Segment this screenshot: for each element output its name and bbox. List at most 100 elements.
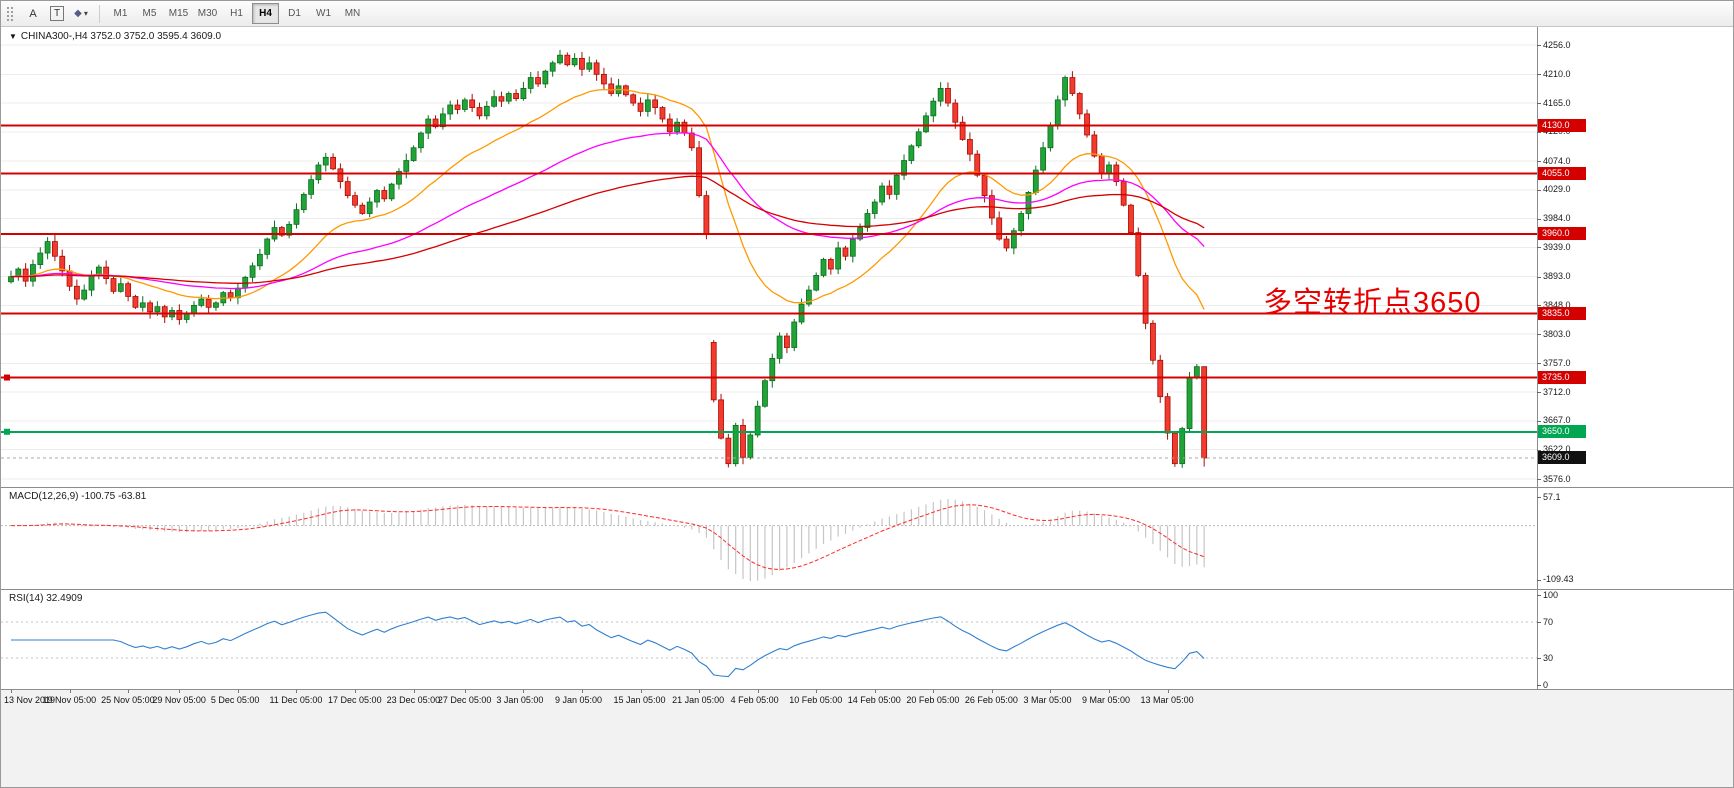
scale-tick-label: 100 bbox=[1543, 589, 1559, 600]
rsi-panel[interactable]: RSI(14) 32.4909 bbox=[1, 589, 1537, 689]
time-tick-label: 23 Dec 05:00 bbox=[386, 695, 441, 705]
time-tick-label: 21 Jan 05:00 bbox=[672, 695, 725, 705]
timeframe-button-m1[interactable]: M1 bbox=[113, 8, 128, 19]
textbox-tool-icon: T bbox=[49, 6, 65, 21]
scale-tick-mark bbox=[1537, 622, 1541, 623]
scale-tick-mark bbox=[1537, 579, 1541, 581]
scale-tick-label: 30 bbox=[1543, 652, 1554, 663]
time-tick-label: 9 Mar 05:00 bbox=[1082, 695, 1131, 705]
macd-panel[interactable]: MACD(12,26,9) -100.75 -63.81 bbox=[1, 487, 1537, 589]
scale-tick-mark bbox=[1537, 420, 1541, 422]
scale-tick-label: 3803.0 bbox=[1543, 328, 1571, 339]
time-tick-label: 29 Nov 05:00 bbox=[152, 695, 206, 705]
scale-tick-label: 4165.0 bbox=[1543, 97, 1571, 108]
time-scale[interactable]: 13 Nov 2019 19 Nov 05:00 25 Nov 05:00 29 No… bbox=[1, 689, 1733, 787]
timeframe-button-w1[interactable]: W1 bbox=[316, 8, 331, 19]
time-tick-label: 14 Feb 05:00 bbox=[847, 695, 901, 705]
price-badge: 3960.0 bbox=[1538, 227, 1586, 241]
price-badge: 3609.0 bbox=[1538, 451, 1586, 465]
scale-tick-label: 3576.0 bbox=[1543, 473, 1571, 484]
scale-tick-label: 57.1 bbox=[1543, 491, 1561, 502]
text-tool-icon: A bbox=[29, 7, 37, 20]
time-tick-mark bbox=[757, 689, 759, 693]
time-tick-label: 11 Dec 05:00 bbox=[269, 695, 323, 705]
panel-divider[interactable] bbox=[1, 589, 1733, 590]
time-tick-mark bbox=[699, 689, 701, 693]
toolbar-grip-icon[interactable] bbox=[6, 5, 15, 22]
timeframe-button-mn[interactable]: MN bbox=[344, 8, 361, 19]
candlestick-chart bbox=[1, 44, 1537, 480]
shapes-dropdown-button[interactable]: ◆ ▾ bbox=[70, 3, 92, 25]
levels-layer bbox=[1, 124, 1537, 435]
time-tick-mark bbox=[355, 689, 357, 693]
scale-tick-mark bbox=[1537, 363, 1541, 365]
candles-layer bbox=[8, 49, 1208, 468]
macd-signal-line bbox=[11, 504, 1205, 570]
time-tick-mark bbox=[933, 689, 935, 693]
time-tick-mark bbox=[237, 689, 239, 693]
panel-divider bbox=[1, 689, 1733, 690]
timeframe-button-m5[interactable]: M5 bbox=[142, 8, 157, 19]
time-tick-label: 15 Jan 05:00 bbox=[613, 695, 666, 705]
scale-tick-label: 70 bbox=[1543, 616, 1554, 627]
annotate-textbox-button[interactable]: T bbox=[46, 3, 68, 25]
symbol-ohlc-text: CHINA300-,H4 3752.0 3752.0 3595.4 3609.0 bbox=[20, 31, 222, 42]
time-tick-label: 27 Dec 05:00 bbox=[437, 695, 492, 705]
annotate-text-button[interactable]: A bbox=[22, 3, 44, 25]
time-tick-label: 20 Feb 05:00 bbox=[906, 695, 960, 705]
time-tick-label: 3 Mar 05:00 bbox=[1023, 695, 1072, 705]
time-tick-mark bbox=[640, 689, 642, 693]
symbol-dropdown-icon[interactable]: ▼ bbox=[9, 32, 17, 41]
annotation-text[interactable]: 多空转折点3650 bbox=[1263, 287, 1482, 319]
scale-tick-label: 4029.0 bbox=[1543, 184, 1571, 195]
price-badge: 4130.0 bbox=[1538, 118, 1586, 132]
scale-tick-mark bbox=[1537, 276, 1541, 278]
ma-line-fast bbox=[10, 88, 1205, 310]
scale-tick-mark bbox=[1537, 189, 1541, 191]
scale-tick-mark bbox=[1537, 161, 1541, 163]
scale-tick-label: 4256.0 bbox=[1543, 39, 1571, 50]
time-tick-label: 25 Nov 05:00 bbox=[101, 695, 155, 705]
level-drag-handle[interactable] bbox=[4, 374, 10, 381]
price-scale[interactable] bbox=[1537, 27, 1733, 689]
time-tick-label: 26 Feb 05:00 bbox=[964, 695, 1018, 705]
time-tick-mark bbox=[69, 689, 71, 693]
scale-tick-mark bbox=[1537, 74, 1541, 76]
rsi-chart bbox=[1, 611, 1537, 678]
scale-tick-label: 3667.0 bbox=[1543, 415, 1571, 426]
scale-tick-mark bbox=[1537, 497, 1541, 499]
ma-line-mid bbox=[10, 132, 1205, 290]
scale-tick-mark bbox=[1537, 305, 1541, 307]
timeframe-button-h4[interactable]: H4 bbox=[252, 3, 279, 24]
panel-divider[interactable] bbox=[1, 487, 1733, 488]
scale-tick-mark bbox=[1537, 449, 1541, 451]
level-drag-handle[interactable] bbox=[4, 428, 10, 435]
price-badge: 4055.0 bbox=[1538, 166, 1586, 180]
time-tick-label: 9 Jan 05:00 bbox=[554, 695, 602, 705]
time-tick-mark bbox=[1109, 689, 1110, 693]
scale-tick-label: 4074.0 bbox=[1543, 155, 1571, 166]
price-badge: 3650.0 bbox=[1538, 425, 1586, 439]
timeframe-button-d1[interactable]: D1 bbox=[288, 8, 301, 19]
scale-tick-label: 3712.0 bbox=[1543, 386, 1571, 397]
scale-tick-mark bbox=[1537, 218, 1541, 220]
scale-tick-label: 3848.0 bbox=[1543, 299, 1571, 310]
price-chart-panel[interactable]: ▼ CHINA300-,H4 3752.0 3752.0 3595.4 3609.… bbox=[1, 27, 1537, 487]
time-tick-mark bbox=[581, 689, 583, 693]
rsi-line bbox=[11, 611, 1205, 678]
toolbar-separator bbox=[99, 4, 100, 23]
time-tick-mark bbox=[816, 689, 818, 693]
scale-tick-label: 3893.0 bbox=[1543, 271, 1571, 282]
price-badge: 3735.0 bbox=[1538, 371, 1586, 385]
time-tick-label: 13 Mar 05:00 bbox=[1140, 695, 1194, 705]
time-tick-mark bbox=[1167, 689, 1169, 693]
timeframe-button-m30[interactable]: M30 bbox=[197, 8, 218, 19]
timeframe-button-h1[interactable]: H1 bbox=[230, 8, 243, 19]
scale-tick-label: 4210.0 bbox=[1543, 68, 1571, 79]
time-tick-label: 10 Feb 05:00 bbox=[789, 695, 843, 705]
scale-tick-mark bbox=[1537, 131, 1541, 133]
timeframe-button-m15[interactable]: M15 bbox=[168, 8, 189, 19]
scale-tick-mark bbox=[1537, 685, 1541, 686]
shapes-icon: ◆ bbox=[74, 8, 82, 19]
time-tick-label: 4 Feb 05:00 bbox=[730, 695, 779, 705]
